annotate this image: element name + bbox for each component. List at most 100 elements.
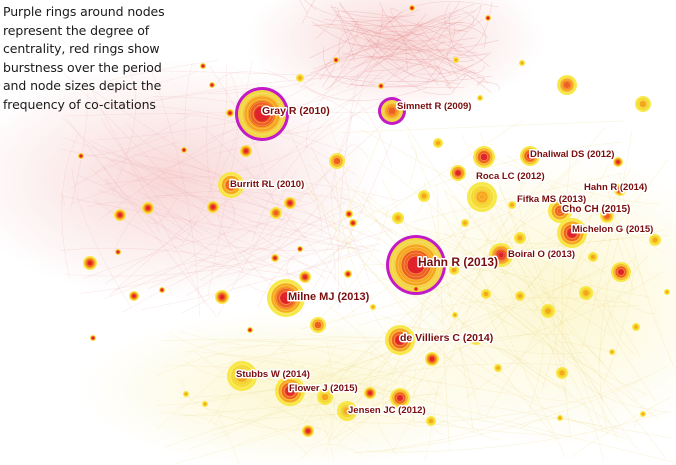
cocitation-link bbox=[540, 197, 597, 394]
cocitation-link bbox=[562, 145, 572, 437]
citation-node bbox=[392, 212, 404, 224]
citation-node bbox=[299, 271, 311, 283]
cocitation-link bbox=[89, 87, 307, 238]
cocitation-link bbox=[315, 7, 340, 39]
citation-node bbox=[226, 109, 234, 117]
citation-node bbox=[515, 291, 525, 301]
node-label-roca-lc-2012: Roca LC (2012) bbox=[476, 171, 545, 182]
cocitation-link bbox=[112, 68, 137, 193]
cocitation-link bbox=[380, 0, 460, 87]
cocitation-link bbox=[208, 65, 344, 95]
cocitation-link bbox=[343, 144, 369, 161]
citation-node bbox=[240, 145, 252, 157]
citation-node bbox=[467, 182, 497, 212]
cocitation-link bbox=[199, 219, 290, 281]
cocitation-link bbox=[409, 326, 574, 397]
citation-node bbox=[159, 287, 165, 293]
cocitation-link bbox=[444, 190, 516, 306]
cocitation-link bbox=[173, 425, 308, 465]
cocitation-link bbox=[507, 155, 664, 253]
cocitation-link bbox=[306, 63, 351, 149]
cocitation-link bbox=[264, 68, 370, 124]
cocitation-link bbox=[399, 52, 455, 90]
citation-node bbox=[378, 83, 384, 89]
burst-core bbox=[618, 188, 622, 192]
cocitation-link bbox=[309, 109, 352, 194]
node-layer bbox=[78, 5, 670, 437]
cocitation-link bbox=[330, 215, 592, 441]
burst-core bbox=[397, 395, 403, 401]
cocitation-link bbox=[338, 73, 359, 310]
cocitation-link bbox=[332, 233, 619, 429]
burst-core bbox=[280, 292, 292, 304]
citation-node bbox=[337, 401, 357, 421]
cocitation-link bbox=[105, 71, 198, 91]
cocitation-link bbox=[315, 24, 489, 83]
node-label-hahn-r-2013: Hahn R (2013) bbox=[418, 255, 498, 269]
citation-node bbox=[640, 411, 646, 417]
cocitation-link bbox=[59, 195, 363, 251]
burst-core bbox=[286, 387, 294, 395]
cocitation-link bbox=[194, 351, 319, 425]
cocitation-link bbox=[336, 238, 531, 445]
burst-core bbox=[410, 6, 414, 10]
citation-node bbox=[579, 286, 593, 300]
citation-node bbox=[345, 210, 353, 218]
cocitation-link bbox=[402, 376, 443, 435]
cocitation-link bbox=[393, 48, 446, 78]
cocitation-link bbox=[151, 70, 200, 317]
citation-node bbox=[548, 199, 572, 223]
cocitation-link bbox=[66, 118, 217, 317]
cocitation-link bbox=[348, 39, 499, 51]
cocitation-link bbox=[450, 182, 470, 257]
citation-node bbox=[470, 333, 482, 345]
cocitation-link bbox=[361, 10, 476, 88]
citation-node bbox=[418, 190, 430, 202]
cocitation-link bbox=[277, 340, 334, 460]
citation-node bbox=[378, 97, 406, 125]
cocitation-link bbox=[498, 186, 604, 433]
burst-core bbox=[481, 154, 487, 160]
citation-node bbox=[349, 219, 357, 227]
cocitation-link bbox=[442, 15, 474, 32]
citation-node bbox=[270, 207, 282, 219]
citation-node bbox=[485, 15, 491, 21]
citation-node bbox=[235, 87, 289, 141]
citation-node bbox=[200, 63, 206, 69]
cocitation-link bbox=[215, 71, 286, 87]
cocitation-link bbox=[61, 70, 296, 312]
citation-node bbox=[664, 289, 670, 295]
cocitation-link bbox=[367, 195, 659, 419]
cocitation-link bbox=[480, 271, 664, 344]
burst-core bbox=[567, 228, 577, 238]
burst-core bbox=[273, 256, 277, 260]
cocitation-link bbox=[387, 45, 492, 93]
cocitation-link bbox=[98, 190, 213, 254]
cocitation-link bbox=[599, 224, 623, 435]
cocitation-link bbox=[210, 354, 400, 383]
cocitation-link bbox=[130, 156, 361, 250]
cocitation-link bbox=[403, 181, 526, 413]
cocitation-link bbox=[328, 123, 352, 268]
cocitation-link bbox=[153, 195, 345, 245]
citation-node bbox=[541, 304, 555, 318]
cocitation-link bbox=[361, 267, 547, 387]
cocitation-link bbox=[422, 91, 455, 95]
burst-core bbox=[351, 221, 355, 225]
cocitation-link bbox=[98, 104, 346, 153]
cocitation-link bbox=[237, 369, 411, 390]
node-label-flower-j-2015: Flower J (2015) bbox=[289, 383, 358, 394]
cocitation-link bbox=[146, 194, 180, 224]
cocitation-link bbox=[460, 9, 486, 48]
cocitation-link bbox=[476, 78, 486, 87]
citation-node bbox=[215, 290, 229, 304]
cocitation-link bbox=[338, 12, 422, 91]
citation-node bbox=[296, 74, 304, 82]
cocitation-link bbox=[565, 295, 639, 307]
citation-node bbox=[390, 388, 410, 408]
citation-node bbox=[453, 57, 459, 63]
cocitation-link bbox=[314, 120, 523, 269]
cocitation-link bbox=[69, 85, 89, 211]
cocitation-link bbox=[123, 205, 362, 313]
